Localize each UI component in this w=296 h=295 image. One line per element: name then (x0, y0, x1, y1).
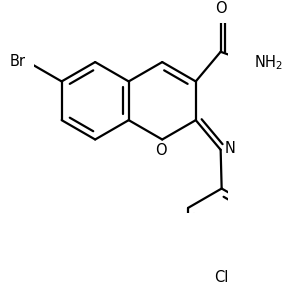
Text: O: O (215, 1, 226, 16)
Text: NH$_2$: NH$_2$ (254, 54, 283, 72)
Text: Cl: Cl (215, 270, 229, 285)
Text: Br: Br (10, 54, 26, 68)
Text: O: O (155, 142, 167, 158)
Text: N: N (225, 141, 236, 156)
